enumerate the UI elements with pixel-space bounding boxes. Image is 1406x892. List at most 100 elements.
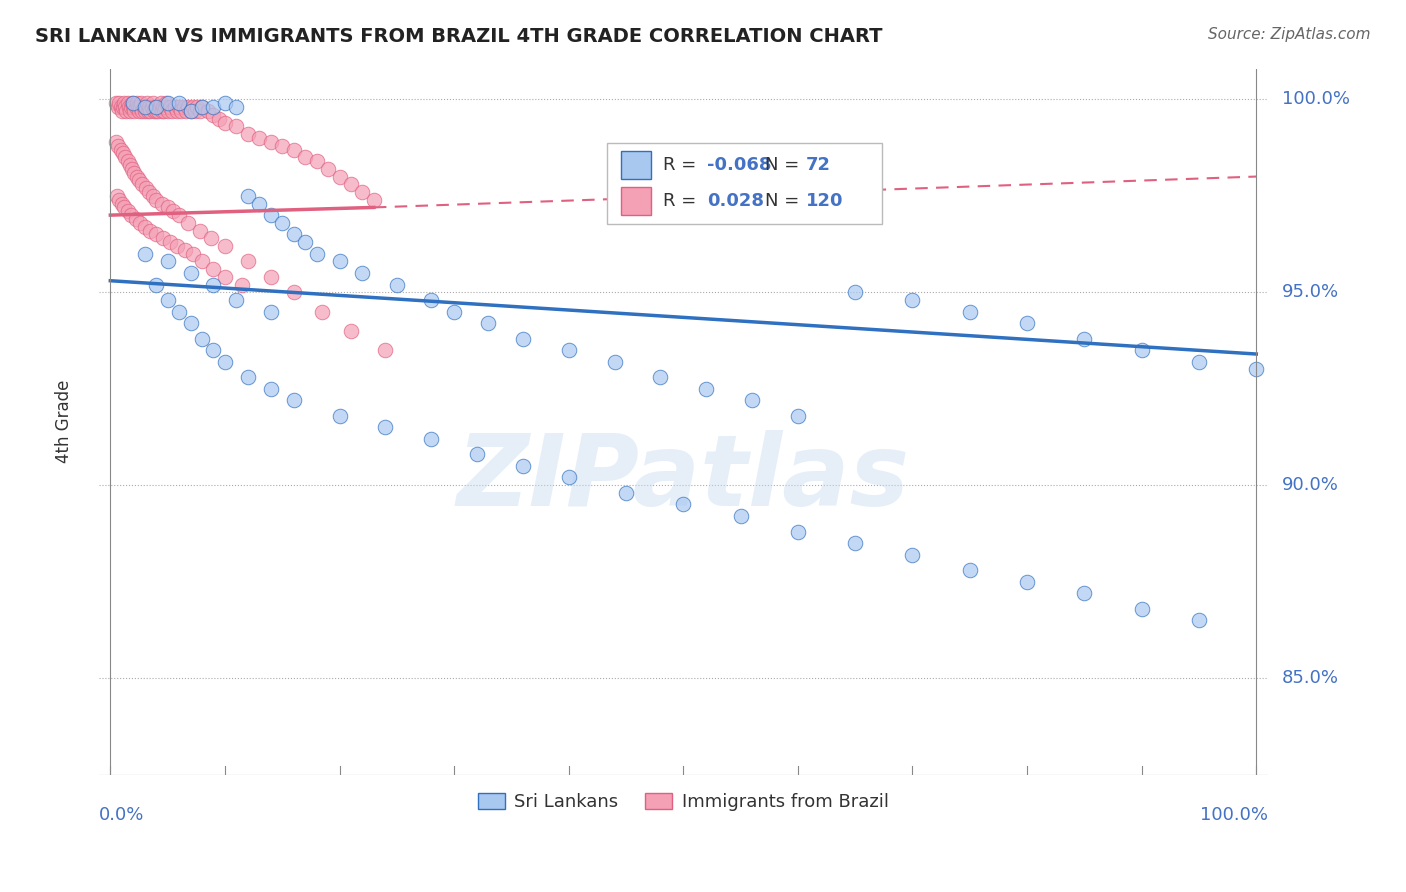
Text: 85.0%: 85.0%	[1282, 669, 1339, 687]
Point	[200, 231, 222, 245]
Point	[124, 212, 146, 227]
Point	[150, 196, 173, 211]
Point	[901, 548, 924, 562]
Point	[124, 166, 146, 180]
Point	[247, 196, 270, 211]
Point	[115, 103, 138, 118]
Point	[283, 285, 305, 300]
Point	[134, 103, 156, 118]
Text: R =: R =	[664, 156, 703, 175]
Point	[127, 100, 149, 114]
Point	[180, 103, 202, 118]
Point	[236, 254, 259, 268]
Point	[225, 100, 247, 114]
Point	[146, 100, 169, 114]
Point	[786, 409, 808, 423]
Point	[111, 100, 134, 114]
Point	[156, 103, 179, 118]
Point	[159, 235, 181, 249]
Point	[283, 393, 305, 408]
Point	[271, 216, 294, 230]
Point	[385, 277, 408, 292]
Point	[188, 223, 211, 237]
Point	[650, 370, 672, 384]
Point	[181, 100, 204, 114]
Point	[134, 246, 156, 260]
Point	[959, 563, 981, 577]
Point	[112, 96, 135, 111]
Point	[741, 393, 763, 408]
Point	[156, 254, 179, 268]
Point	[124, 103, 146, 118]
Point	[167, 208, 190, 222]
Point	[901, 293, 924, 307]
Point	[180, 103, 202, 118]
Point	[363, 193, 385, 207]
Point	[149, 100, 172, 114]
Point	[557, 470, 579, 484]
Point	[305, 154, 328, 169]
Point	[145, 103, 167, 118]
Point	[959, 304, 981, 318]
Point	[191, 100, 214, 114]
Point	[125, 169, 148, 184]
Point	[352, 185, 374, 199]
Point	[844, 536, 866, 550]
Point	[420, 432, 443, 446]
Point	[142, 96, 165, 111]
Point	[180, 316, 202, 330]
Point	[1130, 343, 1153, 358]
Point	[110, 100, 132, 114]
Point	[271, 138, 294, 153]
Point	[214, 355, 236, 369]
Point	[108, 193, 131, 207]
Point	[121, 96, 143, 111]
Point	[1188, 613, 1211, 627]
Point	[1017, 574, 1039, 589]
Point	[120, 100, 142, 114]
Point	[159, 100, 181, 114]
Text: 95.0%: 95.0%	[1282, 284, 1339, 301]
Point	[122, 96, 145, 111]
Point	[294, 235, 316, 249]
Point	[142, 189, 165, 203]
Point	[236, 189, 259, 203]
Text: 0.0%: 0.0%	[98, 806, 145, 824]
Point	[145, 277, 167, 292]
Point	[138, 185, 160, 199]
Point	[202, 262, 225, 277]
Point	[167, 96, 190, 111]
Point	[166, 103, 188, 118]
Point	[167, 304, 190, 318]
Point	[177, 100, 200, 114]
Text: -0.068: -0.068	[707, 156, 770, 175]
Point	[191, 100, 214, 114]
Point	[134, 219, 156, 234]
Text: 120: 120	[806, 192, 844, 211]
Point	[145, 193, 167, 207]
Point	[1130, 601, 1153, 615]
Point	[260, 269, 283, 284]
Point	[695, 382, 717, 396]
Text: 100.0%: 100.0%	[1199, 806, 1268, 824]
Point	[1073, 586, 1095, 600]
Point	[180, 266, 202, 280]
Point	[167, 100, 190, 114]
Point	[152, 100, 174, 114]
Point	[118, 100, 141, 114]
Point	[160, 103, 183, 118]
Text: 4th Grade: 4th Grade	[55, 380, 73, 463]
Point	[340, 324, 363, 338]
Point	[117, 154, 139, 169]
Point	[141, 100, 163, 114]
Point	[374, 343, 396, 358]
Point	[512, 332, 534, 346]
Point	[305, 246, 328, 260]
Point	[260, 135, 283, 149]
Bar	[621, 152, 651, 179]
Point	[603, 355, 626, 369]
Text: 0.028: 0.028	[707, 192, 763, 211]
Point	[202, 108, 225, 122]
Point	[1188, 355, 1211, 369]
Point	[170, 103, 193, 118]
